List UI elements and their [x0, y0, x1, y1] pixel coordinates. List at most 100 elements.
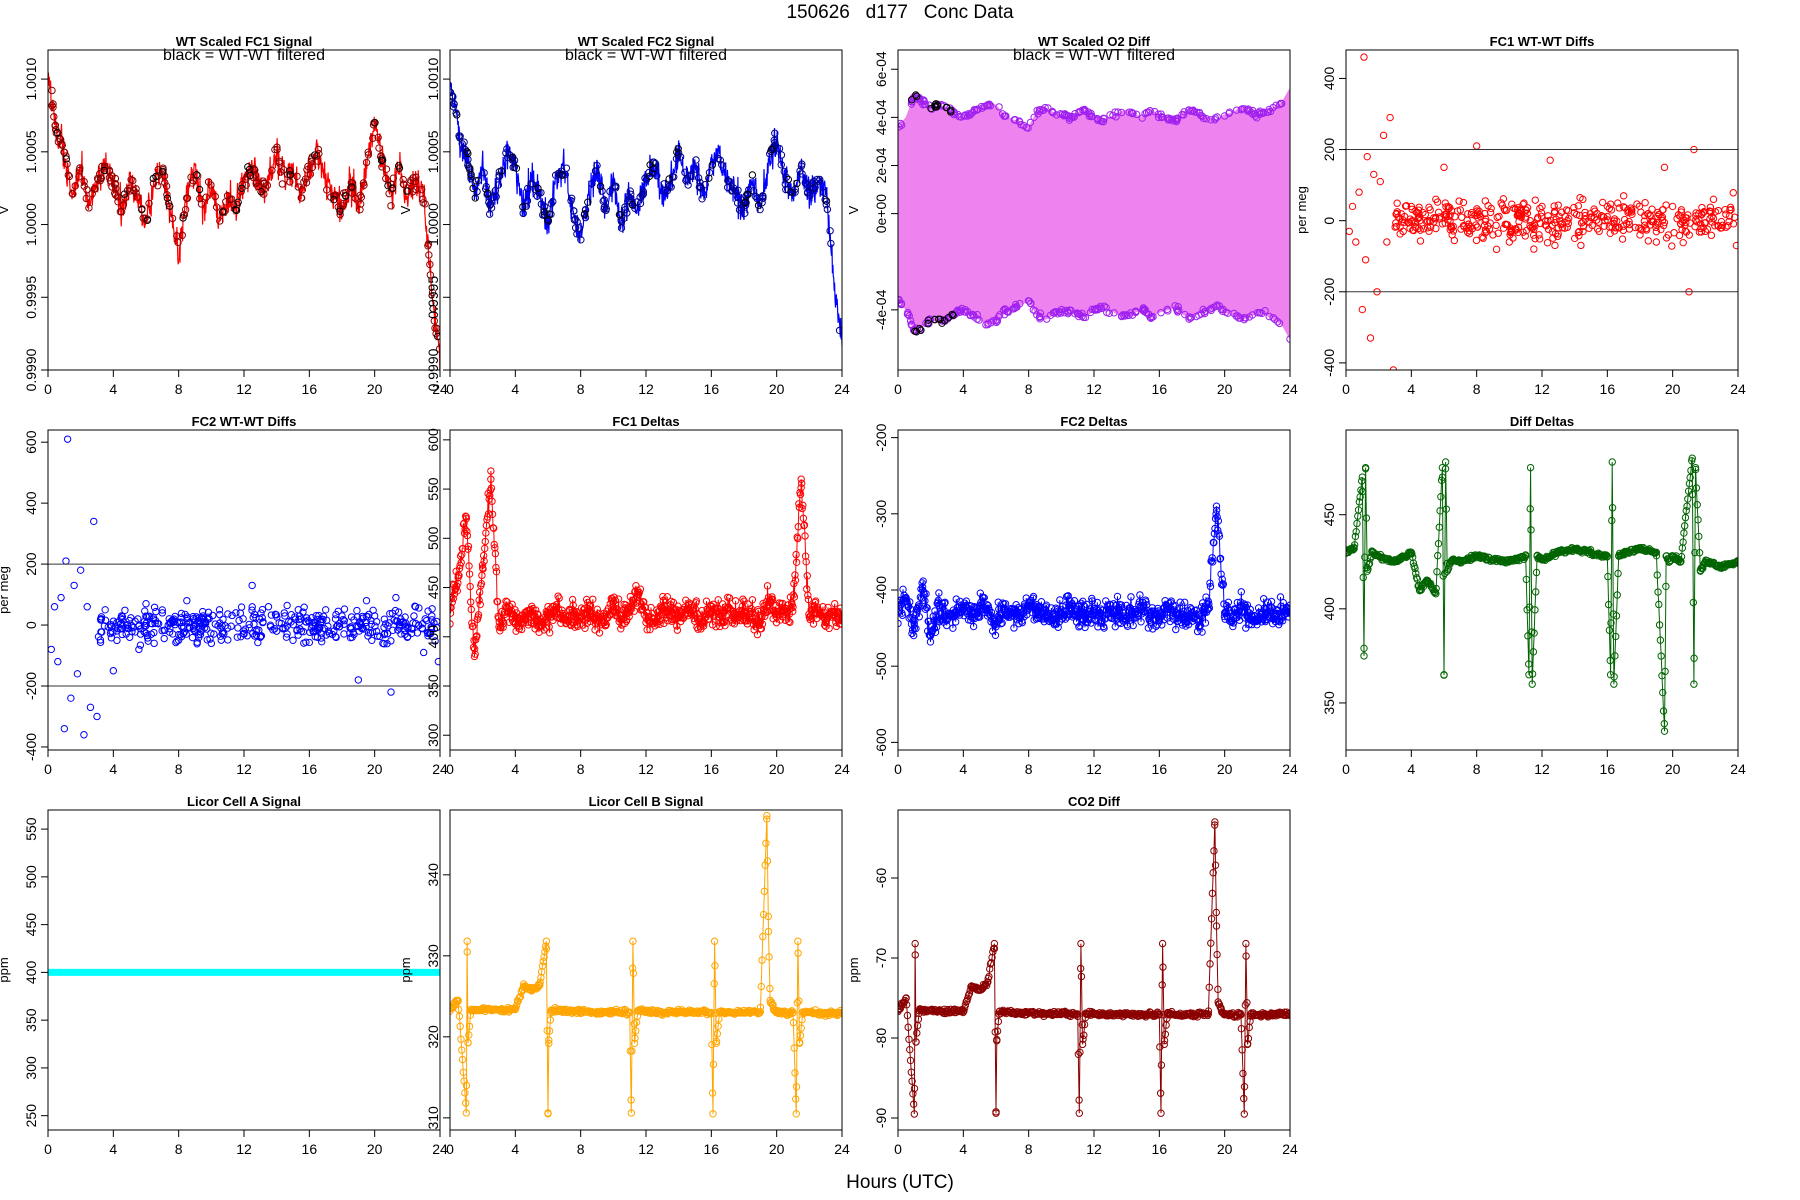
data-point	[319, 615, 327, 624]
data-point	[90, 517, 98, 526]
filtered-point	[285, 167, 294, 175]
data-point	[1204, 605, 1213, 613]
data-point	[687, 171, 695, 179]
data-point	[456, 132, 464, 140]
data-point	[792, 558, 801, 566]
data-point	[898, 123, 903, 131]
filtered-point	[483, 189, 492, 197]
data-point	[97, 628, 105, 636]
data-point	[1627, 204, 1635, 212]
data-point	[1208, 554, 1216, 562]
data-point	[317, 638, 326, 646]
data-point	[258, 605, 267, 614]
data-point	[461, 1089, 469, 1097]
data-point	[1009, 305, 1017, 313]
data-point	[1708, 212, 1716, 221]
data-point	[1129, 621, 1137, 630]
data-point	[408, 625, 416, 633]
x-tick-label: 20	[769, 381, 785, 397]
data-point	[217, 636, 225, 644]
data-point	[1694, 516, 1702, 524]
data-point	[1457, 213, 1466, 221]
data-point	[1151, 107, 1159, 116]
data-point	[1263, 598, 1272, 606]
filtered-point	[534, 184, 542, 192]
x-tick-label: 4	[109, 381, 117, 397]
data-point	[1099, 117, 1108, 126]
data-point	[1213, 513, 1221, 521]
data-point	[1604, 600, 1613, 609]
filtered-point	[741, 198, 749, 206]
filtered-point	[793, 179, 801, 188]
data-point	[1216, 554, 1225, 563]
data-point	[549, 197, 557, 206]
filtered-point	[596, 182, 605, 191]
data-point	[1556, 217, 1564, 225]
data-point	[714, 596, 722, 604]
data-point	[383, 629, 392, 638]
data-point	[389, 626, 397, 635]
data-point	[1537, 209, 1546, 217]
data-point	[232, 609, 240, 617]
panel-title: Licor Cell A Signal	[187, 794, 301, 809]
data-point	[234, 624, 242, 632]
data-point	[1020, 121, 1028, 130]
data-point	[898, 602, 904, 610]
data-point	[104, 623, 112, 631]
x-tick-label: 12	[638, 381, 654, 397]
data-point	[1677, 558, 1685, 566]
filtered-point	[384, 181, 392, 190]
data-point	[360, 181, 368, 189]
data-point	[764, 912, 773, 921]
data-point	[1437, 493, 1445, 501]
data-point	[135, 645, 143, 654]
data-point	[465, 1031, 473, 1039]
data-point	[194, 172, 202, 180]
data-point	[718, 161, 726, 169]
data-point	[1370, 170, 1378, 179]
data-point	[1693, 501, 1701, 509]
data-point	[1527, 526, 1535, 534]
data-point	[1660, 727, 1669, 735]
data-point	[347, 613, 356, 621]
data-point	[210, 630, 218, 638]
data-point	[835, 326, 842, 335]
data-point	[1683, 502, 1691, 510]
data-point	[212, 203, 221, 211]
data-point	[1239, 603, 1248, 611]
data-point	[941, 598, 949, 607]
filtered-point	[463, 148, 471, 156]
y-tick-label: -200	[1321, 278, 1337, 306]
data-point	[488, 510, 497, 518]
data-point	[1514, 203, 1522, 212]
data-point	[1674, 211, 1683, 219]
data-point	[1396, 223, 1404, 231]
data-point	[353, 606, 361, 615]
data-point	[1432, 584, 1440, 593]
data-point	[154, 182, 162, 190]
data-point	[1351, 532, 1360, 541]
data-point	[1618, 235, 1627, 243]
data-point	[425, 251, 433, 259]
data-point	[1064, 592, 1072, 600]
data-point	[800, 521, 809, 529]
data-point	[1707, 208, 1715, 216]
data-point	[228, 611, 236, 620]
data-point	[400, 180, 408, 189]
data-point	[491, 549, 500, 558]
data-point	[1549, 234, 1557, 242]
x-tick-label: 4	[511, 761, 519, 777]
data-point	[1001, 600, 1010, 608]
data-point	[1526, 505, 1534, 513]
data-point	[142, 621, 150, 630]
data-point	[977, 102, 986, 111]
data-point	[735, 206, 744, 214]
data-point	[658, 603, 667, 611]
data-point	[1510, 204, 1518, 212]
data-point	[1049, 309, 1058, 317]
data-point	[453, 587, 461, 595]
data-point	[819, 188, 827, 196]
data-point	[625, 612, 633, 621]
data-point	[275, 159, 284, 167]
